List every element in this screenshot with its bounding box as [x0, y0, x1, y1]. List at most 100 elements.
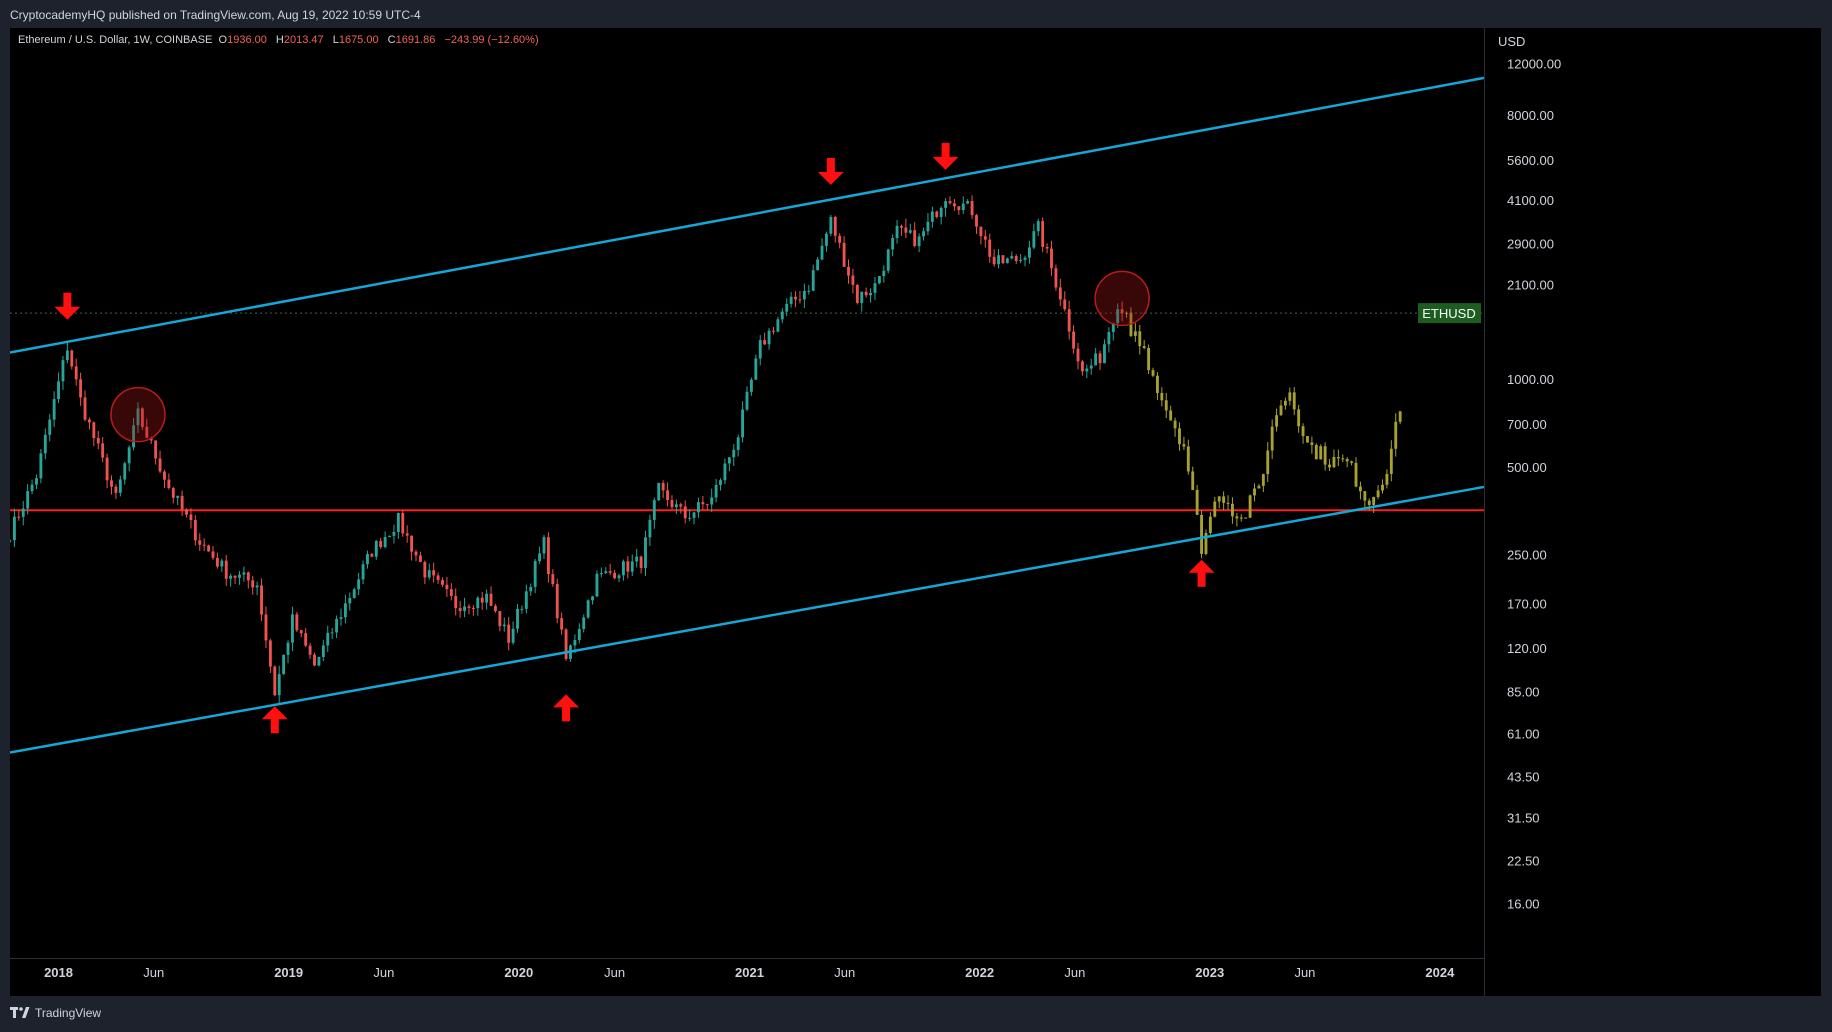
candle-body [917, 236, 921, 247]
candle-body [811, 270, 815, 291]
candle-body [299, 630, 303, 634]
candle-body [1032, 231, 1036, 248]
candle-body [1010, 256, 1014, 259]
candle-body [454, 596, 458, 609]
annotation-layer: ETHUSD1691.862d 10h357.94 [54, 142, 1561, 734]
candle-body [599, 573, 603, 575]
candle-body [105, 457, 109, 481]
projection-bar-body [1138, 331, 1142, 347]
candle-body [485, 593, 489, 603]
projection-bar-body [1336, 457, 1340, 459]
y-tick-label: 1000.00 [1507, 372, 1554, 387]
channel-layer [9, 76, 1485, 754]
y-axis-panel [1484, 28, 1821, 996]
y-tick-label: 85.00 [1507, 685, 1540, 700]
candle-body [215, 557, 219, 567]
projection-bar-body [1288, 392, 1292, 401]
close-value: 1691.86 [395, 34, 436, 46]
tradingview-label: TradingView [35, 1006, 102, 1020]
candle-body [926, 221, 930, 232]
symbol-badge-label: ETHUSD [1422, 306, 1475, 321]
candle-body [39, 453, 43, 479]
x-tick-label: Jun [834, 965, 855, 980]
projection-bar-body [1332, 457, 1336, 468]
candle-body [92, 422, 96, 439]
high-label: H [275, 34, 284, 46]
currency-label: USD [1498, 34, 1525, 49]
candle-body [767, 330, 771, 345]
candle-body [202, 544, 206, 546]
projection-bar-body [1266, 450, 1270, 475]
projection-bar-body [1358, 486, 1362, 492]
candle-body [489, 593, 493, 606]
x-tick-label: 2018 [44, 965, 73, 980]
projection-bar-body [1341, 458, 1345, 460]
candle-body [494, 605, 497, 612]
candle-body [952, 203, 956, 207]
x-tick-label: Jun [1064, 965, 1085, 980]
footer-bar: TradingView [0, 1000, 1832, 1032]
candle-body [794, 296, 797, 300]
candle-body [502, 624, 506, 627]
x-tick-label: 2024 [1425, 965, 1455, 980]
projection-bar-body [1367, 500, 1371, 505]
candle-body [966, 201, 970, 204]
candle-body [546, 537, 550, 575]
candle-body [26, 491, 30, 509]
candle-body [833, 216, 837, 236]
y-axis: USD 12000.00 8000.00 5600.00 4100.00 2900.00 2… [1484, 28, 1821, 996]
candle-body [1036, 221, 1040, 232]
projection-bar-body [1389, 448, 1393, 474]
candle-body [118, 479, 122, 493]
candle-body [286, 642, 290, 655]
projection-bar-body [1213, 501, 1217, 517]
candle-body [405, 533, 409, 536]
candle-body [35, 478, 38, 485]
tradingview-logo-icon [10, 1007, 30, 1018]
candle-body [83, 397, 87, 420]
candle-body [1120, 309, 1124, 314]
candle-body [383, 537, 387, 548]
candle-body [979, 226, 983, 237]
candle-body [524, 591, 528, 609]
projection-bar-body [1195, 489, 1199, 515]
candle-body [185, 509, 188, 515]
candle-body [732, 449, 736, 458]
candle-body [268, 640, 272, 667]
candle-body [1023, 257, 1027, 260]
y-tick-label: 120.00 [1507, 641, 1547, 656]
candle-body [564, 629, 568, 659]
projection-bar-body [1394, 421, 1398, 449]
candle-body [114, 486, 118, 493]
down-arrow-icon [54, 292, 81, 320]
candle-body [683, 506, 687, 519]
candle-body [343, 603, 347, 618]
projection-bar-body [1239, 517, 1243, 519]
down-arrow-icon [817, 157, 844, 185]
price-chart[interactable]: ETHUSD1691.862d 10h357.94 2018 Jun 2019 Jun… [8, 28, 1821, 996]
projection-bar-body [1244, 517, 1248, 519]
candle-body [255, 585, 259, 588]
candle-body [1041, 221, 1045, 247]
chart-svg[interactable]: ETHUSD1691.862d 10h357.94 2018 Jun 2019 Jun… [8, 28, 1821, 996]
candle-body [361, 564, 365, 580]
down-arrow-icon [932, 142, 959, 170]
y-tick-label: 170.00 [1507, 597, 1547, 612]
up-arrow-icon [261, 706, 288, 734]
candle-body [591, 596, 594, 601]
candle-body [392, 531, 396, 536]
candle-body [604, 571, 608, 574]
candle-body [855, 284, 859, 303]
tradingview-brand[interactable]: TradingView [10, 1006, 101, 1020]
projection-bar-body [1160, 392, 1164, 401]
candle-body [710, 497, 714, 505]
candle-body [776, 319, 780, 332]
projection-bar-body [1257, 485, 1261, 489]
candle-body [983, 236, 987, 240]
projection-bar-body [1301, 426, 1305, 437]
candle-body [374, 540, 378, 557]
candle-body [101, 443, 105, 458]
published-text: CryptocademyHQ published on TradingView.… [10, 8, 421, 22]
candle-body [913, 230, 917, 247]
candle-body [613, 572, 617, 579]
